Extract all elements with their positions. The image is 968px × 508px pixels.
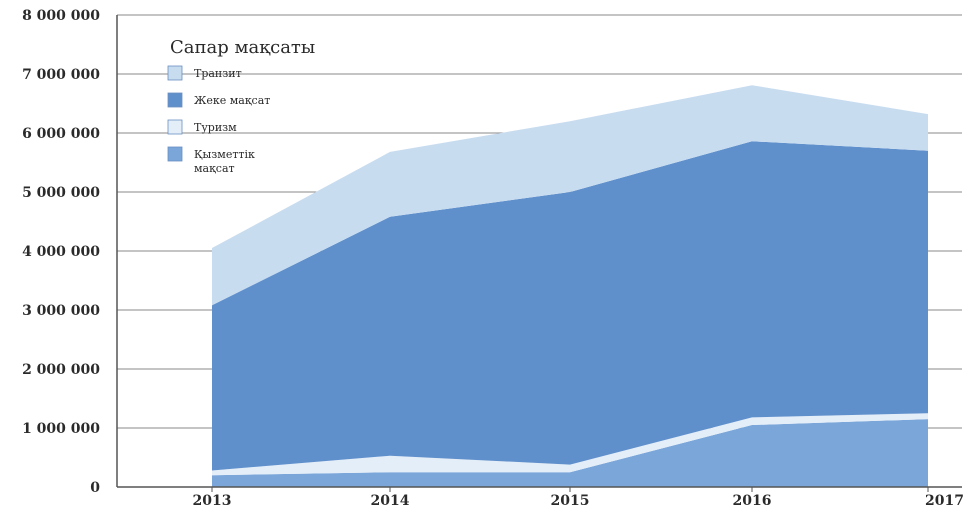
x-tick-label: 2016 [733, 493, 772, 508]
y-tick-label: 4 000 000 [22, 244, 100, 260]
y-tick-label: 2 000 000 [22, 362, 100, 378]
legend: Сапар мақсаты Транзит Жеке мақсат Туризм Қы… [167, 37, 315, 175]
legend-label: Туризм [194, 121, 237, 134]
y-tick-labels: 0 1 000 000 2 000 000 3 000 000 4 000 000 5 0… [22, 8, 100, 496]
legend-swatch [167, 65, 183, 81]
area-қызметтік-мақсат [212, 419, 928, 487]
area-series [212, 85, 928, 487]
y-tick-label: 8 000 000 [22, 8, 100, 24]
area-жеке-мақсат [212, 141, 928, 471]
legend-label: Қызметтік [194, 148, 255, 161]
area-транзит [212, 85, 928, 306]
x-tick-label: 2017 [925, 493, 964, 508]
axes [116, 15, 962, 492]
y-tick-label: 6 000 000 [22, 126, 100, 142]
y-tick-label: 5 000 000 [22, 185, 100, 201]
y-tick-label: 3 000 000 [22, 303, 100, 319]
y-tick-label: 0 [90, 480, 100, 496]
legend-label: мақсат [194, 162, 235, 175]
legend-swatch [167, 146, 183, 162]
legend-label: Жеке мақсат [194, 94, 270, 107]
x-tick-label: 2015 [551, 493, 590, 508]
x-tick-label: 2013 [193, 493, 232, 508]
area-туризм [212, 413, 928, 476]
legend-title: Сапар мақсаты [170, 37, 315, 58]
legend-swatch [167, 119, 183, 135]
y-tick-label: 1 000 000 [22, 421, 100, 437]
x-tick-label: 2014 [371, 493, 410, 508]
y-tick-label: 7 000 000 [22, 67, 100, 83]
x-tick-labels: 2013 2014 2015 2016 2017 [193, 493, 964, 508]
legend-label: Транзит [194, 67, 242, 80]
legend-swatch [167, 92, 183, 108]
